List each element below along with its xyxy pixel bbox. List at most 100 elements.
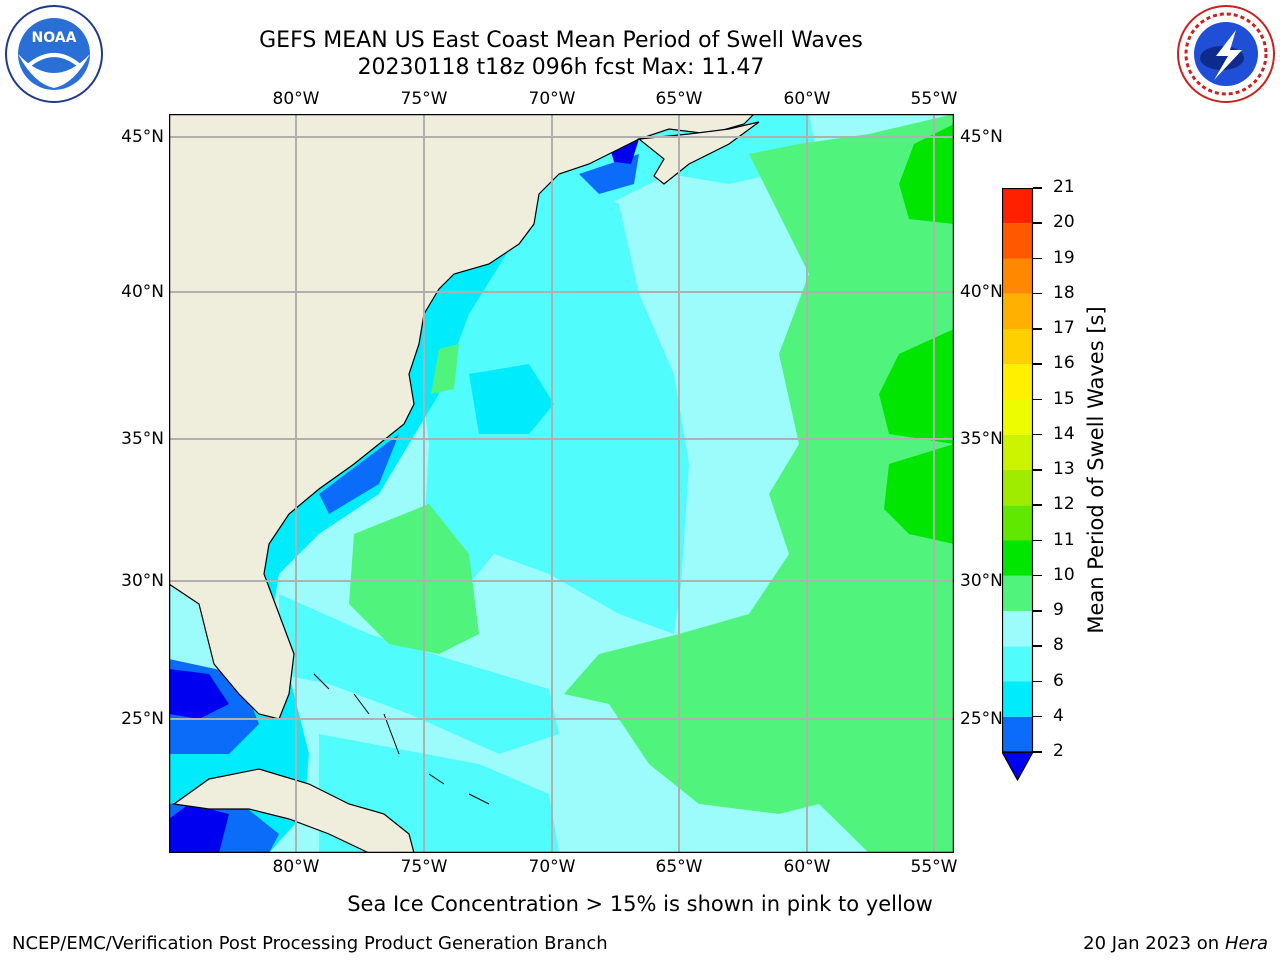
colorbar-tick-mark xyxy=(1033,715,1042,718)
lat-label: 30°N xyxy=(960,571,1003,591)
colorbar-tick-label: 2 xyxy=(1053,741,1064,761)
colorbar-tick-label: 17 xyxy=(1053,318,1075,338)
colorbar-segment xyxy=(1002,293,1033,329)
colorbar-tick-label: 20 xyxy=(1053,212,1075,233)
colorbar xyxy=(1002,188,1034,782)
period-zone-10-11s xyxy=(899,124,954,224)
colorbar-label: Mean Period of Swell Waves [s] xyxy=(1084,306,1108,634)
colorbar-segment xyxy=(1002,540,1033,576)
colorbar-tick-mark xyxy=(1033,680,1042,682)
colorbar-tick-mark xyxy=(1033,469,1042,471)
map-frame xyxy=(169,114,954,853)
colorbar-tick-label: 16 xyxy=(1053,353,1075,374)
lat-label: 25°N xyxy=(121,709,164,729)
colorbar-tick-label: 6 xyxy=(1053,670,1064,691)
colorbar-frame xyxy=(1002,188,1034,754)
lat-label: 45°N xyxy=(960,127,1003,147)
colorbar-segment xyxy=(1002,470,1033,506)
lon-label: 65°W xyxy=(655,857,703,877)
colorbar-tick-label: 13 xyxy=(1053,459,1075,479)
sea-ice-note: Sea Ice Concentration > 15% is shown in … xyxy=(347,892,933,916)
noaa-logo-text: NOAA xyxy=(32,30,77,46)
colorbar-tick-mark xyxy=(1033,363,1042,365)
graticule xyxy=(169,114,954,853)
colorbar-tick-label: 14 xyxy=(1053,423,1075,444)
colorbar-tick-label: 8 xyxy=(1053,635,1064,656)
colorbar-segment xyxy=(1002,646,1033,682)
colorbar-segment xyxy=(1002,716,1033,752)
colorbar-tick-mark xyxy=(1033,751,1042,753)
colorbar-tick-mark xyxy=(1033,645,1042,647)
colorbar-segment xyxy=(1002,575,1033,611)
lon-label: 60°W xyxy=(783,857,831,877)
lon-label: 55°W xyxy=(910,857,958,877)
footer-date: 20 Jan 2023 on xyxy=(1083,933,1225,954)
period-zone-under-2s xyxy=(169,669,229,719)
footer-right: 20 Jan 2023 on Hera xyxy=(1083,933,1268,954)
lat-label: 40°N xyxy=(121,282,164,302)
bahamas-islands xyxy=(313,673,490,805)
swell-period-map xyxy=(169,114,954,853)
noaa-logo: NOAA xyxy=(5,5,103,103)
lon-label: 80°W xyxy=(272,89,320,109)
colorbar-tick-mark xyxy=(1033,504,1042,506)
period-zone-2-4s xyxy=(579,154,639,194)
colorbar-tick-label: 9 xyxy=(1053,600,1064,620)
chart-title: GEFS MEAN US East Coast Mean Period of S… xyxy=(259,28,863,53)
colorbar-tick-label: 4 xyxy=(1053,705,1064,726)
colorbar-under-triangle xyxy=(1002,751,1034,782)
period-zone-4-6s xyxy=(469,364,554,434)
colorbar-segment xyxy=(1002,399,1033,435)
lon-label: 70°W xyxy=(528,89,576,109)
colorbar-segment xyxy=(1002,611,1033,647)
colorbar-segment xyxy=(1002,434,1033,470)
colorbar-tick-mark xyxy=(1033,574,1042,577)
period-zone-6-8s xyxy=(279,594,559,754)
nws-logo xyxy=(1177,5,1275,103)
lat-label: 35°N xyxy=(121,429,164,449)
colorbar-tick-label: 19 xyxy=(1053,247,1075,268)
lon-label: 55°W xyxy=(910,89,958,109)
colorbar-tick-mark xyxy=(1033,539,1042,541)
period-zone-9-10s xyxy=(349,504,479,654)
lat-label: 30°N xyxy=(121,571,164,591)
colorbar-tick-mark xyxy=(1033,610,1042,612)
lat-label: 25°N xyxy=(960,709,1003,729)
period-zone-9-10s xyxy=(431,344,459,394)
footer-machine: Hera xyxy=(1224,933,1268,954)
lat-label: 40°N xyxy=(960,282,1003,302)
lat-label: 45°N xyxy=(121,127,164,147)
colorbar-tick-label: 21 xyxy=(1053,177,1075,197)
land-cuba xyxy=(172,768,415,853)
colorbar-tick-mark xyxy=(1033,187,1042,189)
lon-label: 75°W xyxy=(400,89,448,109)
colorbar-tick-mark xyxy=(1033,257,1042,259)
footer-left: NCEP/EMC/Verification Post Processing Pr… xyxy=(12,933,608,954)
colorbar-segment xyxy=(1002,681,1033,717)
period-zone-9-10s xyxy=(564,114,954,853)
colorbar-segment xyxy=(1002,364,1033,400)
colorbar-tick-mark xyxy=(1033,433,1042,436)
period-zone-under-2s xyxy=(169,804,229,853)
lon-label: 75°W xyxy=(400,857,448,877)
chart-subtitle: 20230118 t18z 096h fcst Max: 11.47 xyxy=(357,55,765,80)
colorbar-segment xyxy=(1002,188,1033,224)
lon-label: 60°W xyxy=(783,89,831,109)
colorbar-segment xyxy=(1002,505,1033,541)
colorbar-tick-label: 18 xyxy=(1053,282,1075,303)
colorbar-tick-label: 12 xyxy=(1053,494,1075,515)
colorbar-segment xyxy=(1002,329,1033,365)
colorbar-segment xyxy=(1002,258,1033,294)
lat-label: 35°N xyxy=(960,429,1003,449)
colorbar-segment xyxy=(1002,223,1033,259)
colorbar-tick-label: 11 xyxy=(1053,529,1075,550)
colorbar-tick-mark xyxy=(1033,222,1042,224)
colorbar-tick-label: 15 xyxy=(1053,388,1075,409)
colorbar-tick-mark xyxy=(1033,292,1042,295)
lon-label: 70°W xyxy=(528,857,576,877)
lon-label: 80°W xyxy=(272,857,320,877)
colorbar-tick-mark xyxy=(1033,398,1042,400)
period-zone-10-11s xyxy=(884,444,954,544)
period-zone-10-11s xyxy=(879,329,954,444)
period-zone-2-4s xyxy=(319,434,399,514)
